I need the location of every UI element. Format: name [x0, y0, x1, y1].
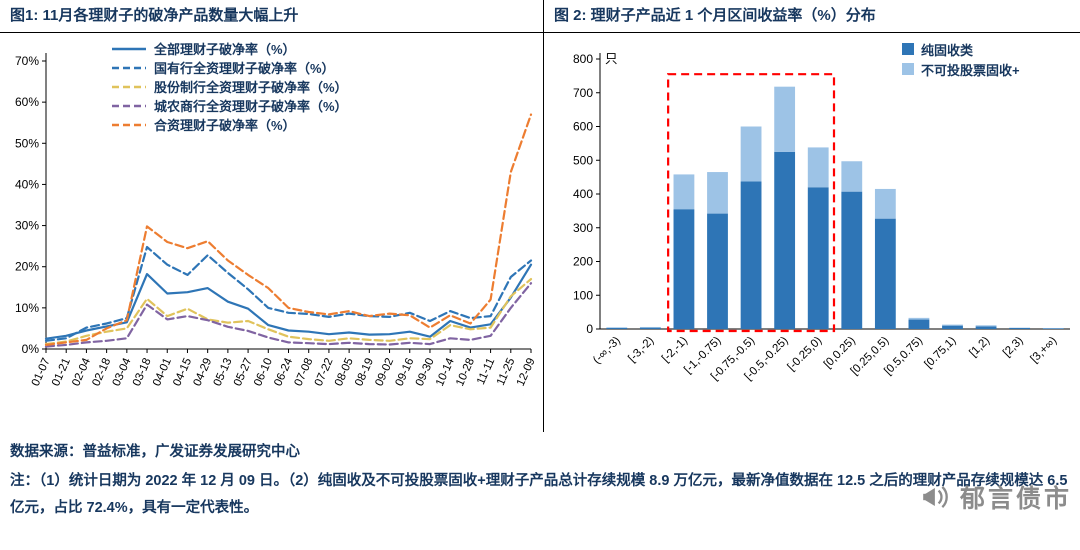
x-tick-label: [1,2)	[967, 335, 992, 360]
y-tick-label: 700	[573, 86, 593, 100]
bar-10-fixed-income-plus	[942, 324, 963, 326]
bar-9-fixed-income	[908, 319, 930, 329]
bar-0-fixed-income	[606, 327, 628, 329]
bar-8-fixed-income	[874, 218, 896, 329]
brand-name: 郁言债市	[959, 485, 1072, 513]
bar-2-fixed-income	[673, 209, 695, 329]
bar-9-fixed-income-plus	[908, 317, 930, 320]
megaphone-icon	[923, 486, 948, 508]
bar-3-fixed-income-plus	[707, 172, 728, 214]
bar-4-fixed-income-plus	[740, 126, 762, 182]
legend-swatch	[902, 63, 914, 75]
bar-1-fixed-income-plus	[639, 326, 661, 328]
y-tick-label: 70%	[15, 54, 39, 68]
bar-4-fixed-income	[740, 181, 762, 329]
y-tick-label: 10%	[15, 301, 39, 315]
bar-11-fixed-income	[975, 326, 997, 329]
bar-12-fixed-income	[1009, 327, 1031, 329]
legend-item-4: 合资理财子破净率（%）	[112, 115, 348, 134]
y-tick-label: 0	[586, 322, 593, 336]
figure2-panel: 图 2: 理财子产品近 1 个月区间收益率（%）分布 0 100 200 300 400…	[543, 0, 1080, 432]
x-tick-label: 11-11	[475, 356, 497, 386]
figure2-legend: 纯固收类不可投股票固收+	[902, 39, 1020, 79]
x-tick-label: [-0.25,0)	[786, 335, 825, 374]
y-axis-unit: 只	[605, 52, 618, 66]
figure2-chart-body: 0 100 200 300 400 500 600 700 800 只 (-∞,-3) [-3,-2)…	[544, 33, 1080, 432]
brand-logo: 郁言债市	[920, 479, 1072, 515]
legend-line-sample	[112, 123, 146, 126]
footnote-text: 注：（1）统计日期为 2022 年 12 月 09 日。（2）纯固收及不可投股票…	[10, 473, 1068, 516]
x-tick-label: 10-28	[454, 356, 477, 388]
y-tick-label: 50%	[15, 136, 39, 150]
legend-line-sample	[112, 47, 146, 50]
bar-5-fixed-income-plus	[774, 86, 796, 152]
y-tick-label: 400	[573, 187, 593, 201]
figure2-title: 图 2: 理财子产品近 1 个月区间收益率（%）分布	[544, 0, 1080, 33]
figure1-chart-body: 0% 10% 20% 30% 40% 50% 60% 70% 01-07 01-21 02-04 02…	[0, 33, 543, 432]
bar-10-fixed-income	[942, 325, 963, 329]
bar-legend-item-1: 不可投股票固收+	[902, 59, 1020, 79]
data-source-line: 数据来源：普益标准，广发证券发展研究中心	[10, 444, 300, 460]
bar-8-fixed-income-plus	[874, 188, 896, 219]
bar-7-fixed-income	[841, 191, 863, 329]
figure1-title: 图1: 11月各理财子的破净产品数量大幅上升	[0, 0, 543, 33]
legend-label: 股份制行全资理财子破净率（%）	[154, 80, 348, 95]
legend-label: 国有行全资理财子破净率（%）	[154, 61, 335, 76]
legend-label: 全部理财子破净率（%）	[154, 42, 296, 57]
legend-item-3: 城农商行全资理财子破净率（%）	[112, 96, 348, 115]
x-tick-label: [2,3)	[1001, 335, 1026, 360]
y-tick-label: 100	[573, 288, 593, 302]
highlight-box	[667, 73, 836, 333]
bar-5-fixed-income	[774, 151, 796, 329]
legend-swatch	[902, 43, 914, 55]
y-tick-label: 300	[573, 221, 593, 235]
line-series-4	[44, 113, 533, 346]
y-tick-label: 0%	[22, 342, 40, 356]
y-tick-label: 600	[573, 120, 593, 134]
y-tick-label: 30%	[15, 219, 39, 233]
bar-13-fixed-income	[1042, 328, 1064, 329]
legend-line-sample	[112, 66, 146, 69]
figure1-legend: 全部理财子破净率（%） 国有行全资理财子破净率（%） 股份制行全资理财子破净率（%）…	[112, 39, 348, 134]
line-series-3	[44, 282, 533, 348]
figure1-panel: 图1: 11月各理财子的破净产品数量大幅上升 0% 10% 20% 30% 40% 50%…	[0, 0, 543, 432]
bar-7-fixed-income-plus	[841, 161, 863, 192]
x-tick-label: [0.75,1)	[923, 335, 959, 371]
legend-item-2: 股份制行全资理财子破净率（%）	[112, 77, 348, 96]
legend-line-sample	[112, 104, 146, 107]
x-tick-label: [-3,-2)	[626, 335, 656, 365]
y-tick-label: 800	[573, 52, 593, 66]
bar-0-fixed-income-plus	[606, 327, 628, 328]
y-tick-label: 200	[573, 255, 593, 269]
bar-6-fixed-income-plus	[807, 147, 829, 188]
bar-chart-canvas: 0 100 200 300 400 500 600 700 800 只 (-∞,-3) [-3,-2)…	[573, 52, 1070, 383]
x-tick-label: [-2,-1)	[660, 335, 690, 365]
legend-item-1: 国有行全资理财子破净率（%）	[112, 58, 348, 77]
y-tick-label: 500	[573, 153, 593, 167]
x-tick-label: 12-09	[515, 356, 538, 388]
bar-11-fixed-income-plus	[975, 325, 997, 327]
bar-1-fixed-income	[639, 327, 661, 329]
x-tick-label: (-∞,-3)	[591, 335, 623, 367]
legend-item-0: 全部理财子破净率（%）	[112, 39, 348, 58]
legend-line-sample	[112, 85, 146, 88]
line-chart-canvas: 0%10%20%30%40%50%60%70%01-0701-2102-0402…	[15, 53, 538, 388]
legend-label: 合资理财子破净率（%）	[154, 118, 296, 133]
bar-2-fixed-income-plus	[673, 174, 695, 210]
footer: 数据来源：普益标准，广发证券发展研究中心 注：（1）统计日期为 2022 年 1…	[10, 440, 1072, 522]
legend-label: 纯固收类	[921, 42, 974, 58]
y-tick-label: 40%	[15, 177, 39, 191]
y-tick-label: 20%	[15, 260, 39, 274]
bar-6-fixed-income	[807, 187, 829, 329]
legend-label: 城农商行全资理财子破净率（%）	[154, 99, 348, 114]
line-series-2	[44, 278, 533, 346]
line-series-0	[44, 263, 533, 340]
y-tick-label: 60%	[15, 95, 39, 109]
legend-label: 不可投股票固收+	[921, 62, 1020, 78]
bar-legend-item-0: 纯固收类	[902, 39, 1020, 59]
bar-3-fixed-income	[707, 213, 728, 329]
x-tick-label: [3,+∞)	[1029, 335, 1060, 366]
